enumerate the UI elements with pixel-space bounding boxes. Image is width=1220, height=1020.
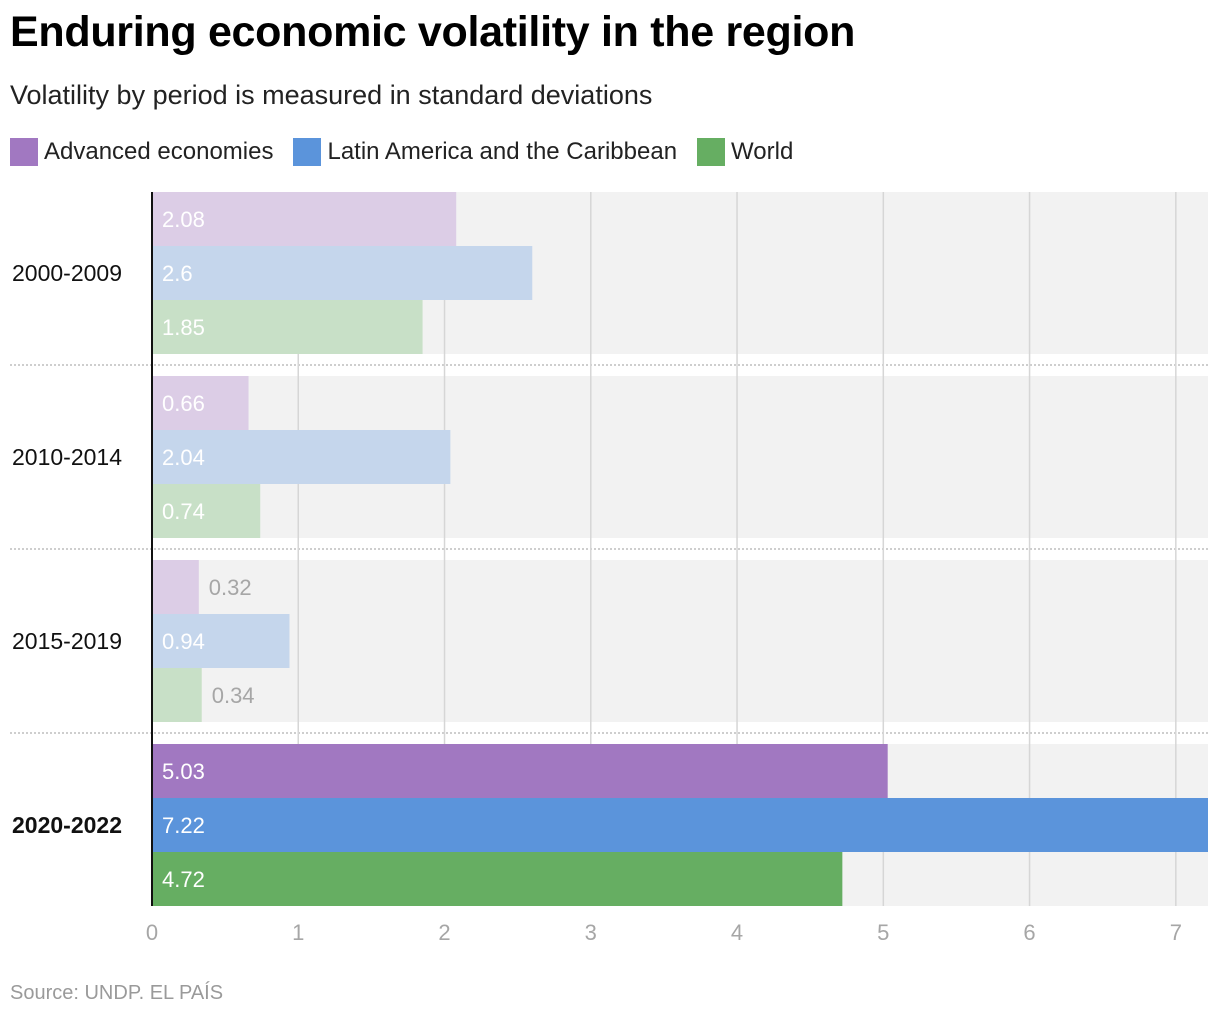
x-tick-label: 5 bbox=[877, 920, 889, 945]
bar bbox=[152, 376, 249, 430]
chart-legend: Advanced economies Latin America and the… bbox=[10, 136, 813, 168]
bar-value-label: 0.94 bbox=[162, 629, 205, 654]
bar-value-label: 0.34 bbox=[212, 683, 255, 708]
bar bbox=[152, 560, 199, 614]
legend-label-latam: Latin America and the Caribbean bbox=[327, 138, 678, 165]
bar-value-label: 0.74 bbox=[162, 499, 205, 524]
bar-value-label: 0.66 bbox=[162, 391, 205, 416]
group-background bbox=[152, 560, 1208, 722]
x-tick-label: 2 bbox=[438, 920, 450, 945]
source-note: Source: UNDP. EL PAÍS bbox=[10, 982, 224, 1004]
chart-title: Enduring economic volatility in the regi… bbox=[10, 8, 856, 56]
x-tick-label: 3 bbox=[585, 920, 597, 945]
x-tick-label: 0 bbox=[146, 920, 158, 945]
bar-value-label: 5.03 bbox=[162, 759, 205, 784]
bar bbox=[152, 744, 888, 798]
bar-value-label: 2.08 bbox=[162, 207, 205, 232]
bar-chart: 2.08 2.6 1.85 2000-2009 0.66 2.04 0.74 2010-201… bbox=[10, 192, 1208, 945]
category-label: 2020-2022 bbox=[12, 812, 122, 838]
legend-swatch-advanced bbox=[10, 138, 38, 166]
x-tick-label: 1 bbox=[292, 920, 304, 945]
bar bbox=[152, 300, 423, 354]
bar bbox=[152, 668, 202, 722]
legend-swatch-latam bbox=[293, 138, 322, 166]
legend-swatch-world bbox=[697, 138, 726, 166]
bar bbox=[152, 614, 290, 668]
bar bbox=[152, 852, 843, 906]
chart-subtitle: Volatility by period is measured in stan… bbox=[10, 80, 653, 110]
bar bbox=[152, 484, 261, 538]
bar-value-label: 2.04 bbox=[162, 445, 205, 470]
legend-label-world: World bbox=[731, 138, 794, 165]
bar-value-label: 4.72 bbox=[162, 867, 205, 892]
legend-item-world[interactable]: World bbox=[697, 138, 793, 166]
bar bbox=[152, 246, 533, 300]
x-tick-label: 4 bbox=[731, 920, 743, 945]
legend-item-advanced[interactable]: Advanced economies bbox=[10, 138, 273, 166]
category-label: 2000-2009 bbox=[12, 260, 122, 286]
bar-value-label: 1.85 bbox=[162, 315, 205, 340]
bar-value-label: 2.6 bbox=[162, 261, 193, 286]
bar-value-label: 0.32 bbox=[209, 575, 252, 600]
bar bbox=[152, 192, 457, 246]
category-label: 2015-2019 bbox=[12, 628, 122, 654]
x-tick-label: 7 bbox=[1170, 920, 1182, 945]
bar-value-label: 7.22 bbox=[162, 813, 205, 838]
legend-item-latam[interactable]: Latin America and the Caribbean bbox=[293, 138, 677, 166]
bar bbox=[152, 430, 451, 484]
bar bbox=[152, 798, 1208, 852]
legend-label-advanced: Advanced economies bbox=[44, 138, 274, 165]
x-tick-label: 6 bbox=[1023, 920, 1035, 945]
category-label: 2010-2014 bbox=[12, 444, 122, 470]
